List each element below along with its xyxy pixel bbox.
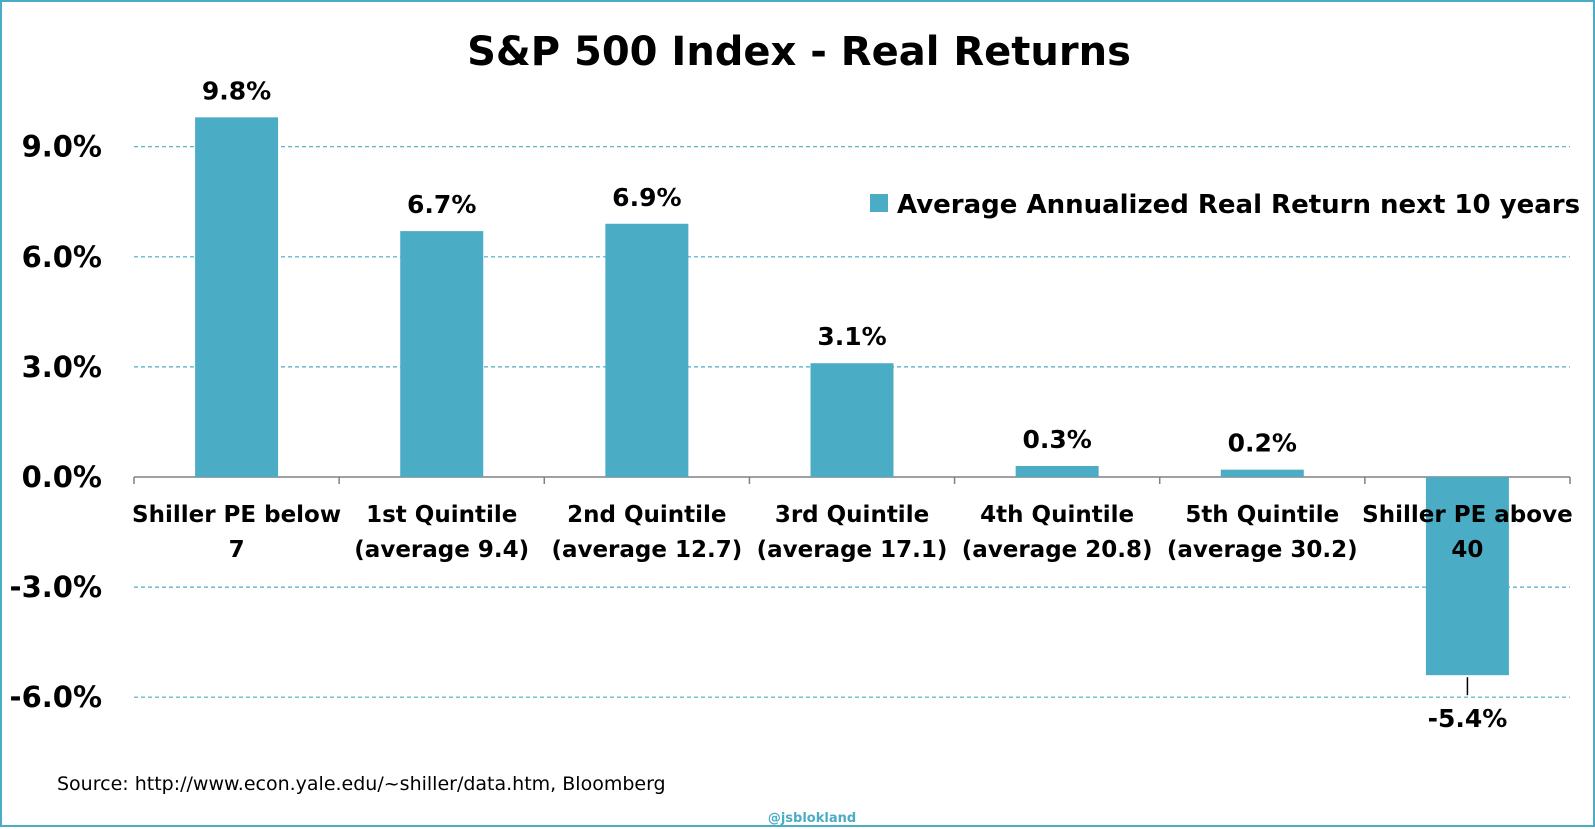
bar [195, 117, 279, 477]
y-tick-label: -6.0% [10, 680, 102, 714]
bar [1220, 469, 1304, 477]
bars [195, 117, 1509, 676]
data-label: 6.9% [612, 183, 681, 212]
y-axis-tick-labels: 9.0% 6.0% 3.0% 0.0% -3.0% -6.0% [10, 130, 102, 715]
y-tick-label: 3.0% [22, 350, 102, 384]
x-tick-label: (average 12.7) [551, 537, 742, 563]
x-tick-label: (average 9.4) [354, 537, 529, 563]
x-tick-label: 5th Quintile [1185, 502, 1339, 528]
data-label: 6.7% [407, 190, 476, 219]
y-tick-label: 0.0% [22, 460, 102, 494]
y-tick-label: 6.0% [22, 240, 102, 274]
data-label: 0.3% [1022, 425, 1091, 454]
data-label: 9.8% [202, 76, 271, 105]
x-tick-label: 4th Quintile [980, 502, 1134, 528]
legend: Average Annualized Real Return next 10 y… [870, 190, 1580, 220]
x-tick-label: (average 30.2) [1167, 537, 1358, 563]
bar [1425, 477, 1509, 676]
data-label: 3.1% [817, 322, 886, 351]
x-tick-label: 40 [1451, 537, 1483, 563]
bar [400, 231, 484, 477]
legend-swatch [870, 194, 888, 212]
data-label: -5.4% [1428, 704, 1508, 733]
watermark: @jsblokland [768, 811, 856, 826]
y-tick-label: -3.0% [10, 570, 102, 604]
x-tick-label: 1st Quintile [366, 502, 517, 528]
x-tick-label: Shiller PE above [1362, 502, 1573, 528]
x-axis-tick-labels: Shiller PE below 7 1st Quintile (average 9.… [132, 502, 1573, 563]
bar [810, 363, 894, 477]
source-note: Source: http://www.econ.yale.edu/~shille… [57, 773, 666, 795]
x-tick-label: 3rd Quintile [775, 502, 929, 528]
x-tick-label: 2nd Quintile [567, 502, 726, 528]
x-tick-label: (average 20.8) [962, 537, 1153, 563]
x-tick-label: (average 17.1) [757, 537, 948, 563]
x-tick-label: Shiller PE below [132, 502, 341, 528]
bar [605, 223, 689, 477]
data-labels: 9.8% 6.7% 6.9% 3.1% 0.3% 0.2% -5.4% [202, 76, 1507, 733]
bar [1015, 465, 1099, 477]
legend-label: Average Annualized Real Return next 10 y… [897, 190, 1580, 220]
chart-title: S&P 500 Index - Real Returns [467, 29, 1131, 75]
data-label: 0.2% [1228, 429, 1297, 458]
x-tick-label: 7 [229, 537, 245, 563]
y-tick-label: 9.0% [22, 130, 102, 164]
